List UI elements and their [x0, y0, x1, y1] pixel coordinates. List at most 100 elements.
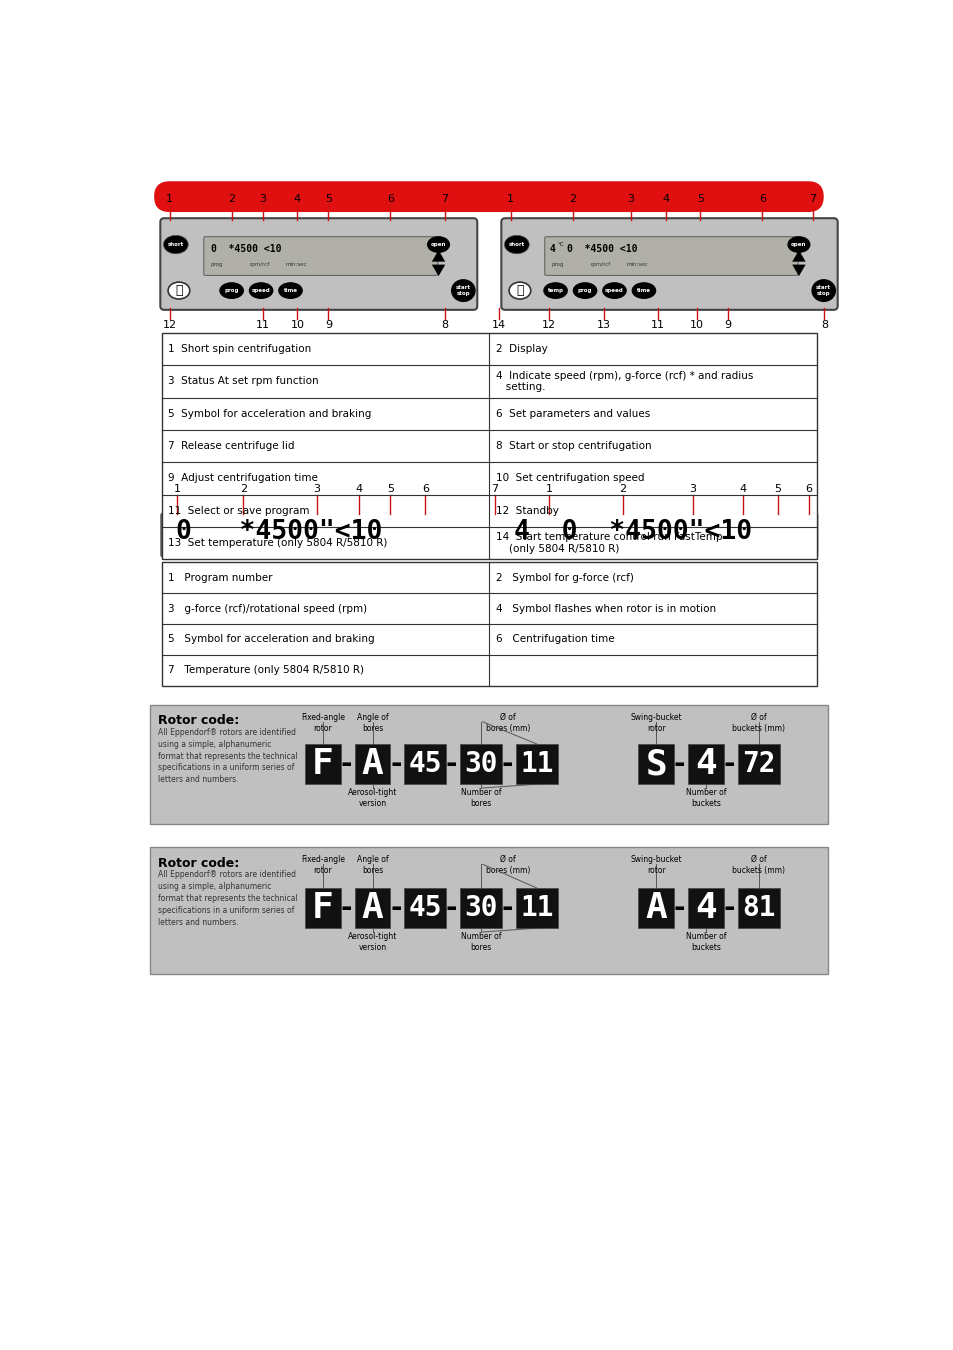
- Bar: [305, 744, 340, 784]
- Text: 12: 12: [541, 320, 556, 331]
- Text: 6: 6: [387, 194, 394, 204]
- Text: 5: 5: [325, 194, 332, 204]
- Ellipse shape: [168, 282, 190, 300]
- Text: 1  Short spin centrifugation: 1 Short spin centrifugation: [168, 344, 311, 354]
- Text: Number of
bores: Number of bores: [460, 931, 501, 952]
- Text: min:sec: min:sec: [626, 262, 648, 267]
- Text: start: start: [456, 285, 471, 290]
- Text: Number of
bores: Number of bores: [460, 788, 501, 809]
- Text: 4: 4: [355, 485, 363, 494]
- Text: prog: prog: [578, 288, 592, 293]
- Text: 7: 7: [440, 194, 448, 204]
- Ellipse shape: [811, 279, 835, 301]
- Text: 4: 4: [695, 891, 716, 925]
- Bar: [162, 333, 816, 559]
- Text: ⏻: ⏻: [516, 284, 523, 297]
- Text: 3  Status At set rpm function: 3 Status At set rpm function: [168, 377, 318, 386]
- Text: 30: 30: [464, 751, 497, 778]
- Text: 8: 8: [440, 320, 448, 331]
- Text: S: S: [645, 747, 666, 782]
- Text: 9: 9: [325, 320, 332, 331]
- Ellipse shape: [543, 284, 567, 298]
- Text: time: time: [637, 288, 650, 293]
- Text: -: -: [340, 894, 352, 922]
- Text: -: -: [340, 751, 352, 778]
- Text: All Eppendorf® rotors are identified
using a simple, alphanumeric
format that re: All Eppendorf® rotors are identified usi…: [158, 871, 297, 926]
- Text: open: open: [790, 242, 806, 247]
- Text: -: -: [673, 894, 684, 922]
- Text: 1: 1: [507, 194, 514, 204]
- Ellipse shape: [573, 284, 596, 298]
- Text: 5: 5: [387, 485, 394, 494]
- Text: 45: 45: [408, 894, 441, 922]
- Text: 4: 4: [294, 194, 301, 204]
- FancyBboxPatch shape: [204, 236, 437, 275]
- Text: 0   *4500"<10: 0 *4500"<10: [175, 518, 382, 544]
- Text: 12: 12: [162, 320, 176, 331]
- Text: Rotor code:: Rotor code:: [158, 856, 239, 869]
- Text: 10: 10: [291, 320, 304, 331]
- Text: Fixed-angle
rotor: Fixed-angle rotor: [301, 713, 345, 733]
- Text: 2  Display: 2 Display: [495, 344, 547, 354]
- Ellipse shape: [504, 235, 529, 254]
- Text: -: -: [501, 751, 513, 778]
- Text: short: short: [168, 242, 184, 247]
- Ellipse shape: [249, 284, 273, 298]
- Text: 8: 8: [821, 320, 827, 331]
- Text: F: F: [312, 747, 334, 782]
- Text: 12  Standby: 12 Standby: [495, 506, 558, 516]
- Text: -: -: [501, 894, 513, 922]
- Text: 11: 11: [255, 320, 270, 331]
- Bar: [516, 744, 558, 784]
- Text: prog: prog: [211, 262, 223, 267]
- Bar: [638, 744, 674, 784]
- Text: temp: temp: [547, 288, 563, 293]
- Text: 3: 3: [259, 194, 266, 204]
- Bar: [737, 744, 779, 784]
- Text: short: short: [508, 242, 524, 247]
- FancyBboxPatch shape: [544, 236, 798, 275]
- Text: 4  Indicate speed (rpm), g-force (rcf) * and radius
   setting.: 4 Indicate speed (rpm), g-force (rcf) * …: [495, 371, 752, 393]
- Text: 3: 3: [688, 485, 696, 494]
- Text: 4  0  *4500"<10: 4 0 *4500"<10: [514, 518, 752, 544]
- Text: 7: 7: [491, 485, 498, 494]
- FancyBboxPatch shape: [161, 513, 456, 558]
- Bar: [404, 744, 446, 784]
- Bar: [687, 744, 723, 784]
- Text: 9: 9: [723, 320, 730, 331]
- Text: 2: 2: [569, 194, 576, 204]
- Text: 0  *4500 <10: 0 *4500 <10: [211, 243, 281, 254]
- Text: 14: 14: [492, 320, 505, 331]
- Text: stop: stop: [456, 292, 470, 296]
- Ellipse shape: [509, 282, 530, 300]
- Text: 11: 11: [519, 894, 553, 922]
- Text: 5: 5: [697, 194, 703, 204]
- Text: Fixed-angle
rotor: Fixed-angle rotor: [301, 855, 345, 875]
- Text: 3: 3: [626, 194, 634, 204]
- Text: 7   Temperature (only 5804 R/5810 R): 7 Temperature (only 5804 R/5810 R): [168, 666, 364, 675]
- FancyBboxPatch shape: [154, 181, 822, 212]
- Text: 81: 81: [741, 894, 775, 922]
- Text: Rotor code:: Rotor code:: [158, 714, 239, 728]
- Text: 5: 5: [774, 485, 781, 494]
- Bar: [150, 705, 827, 825]
- Text: 11: 11: [650, 320, 664, 331]
- Text: ⏻: ⏻: [175, 284, 182, 297]
- Text: Swing-bucket
rotor: Swing-bucket rotor: [630, 855, 681, 875]
- Bar: [355, 888, 390, 929]
- FancyBboxPatch shape: [505, 513, 817, 558]
- Text: 7: 7: [808, 194, 816, 204]
- Text: 5  Symbol for acceleration and braking: 5 Symbol for acceleration and braking: [168, 409, 371, 418]
- Text: Swing-bucket
rotor: Swing-bucket rotor: [630, 713, 681, 733]
- Ellipse shape: [163, 235, 188, 254]
- Text: 2: 2: [228, 194, 235, 204]
- Text: 3   g-force (rcf)/rotational speed (rpm): 3 g-force (rcf)/rotational speed (rpm): [168, 603, 367, 614]
- Text: 6: 6: [759, 194, 765, 204]
- Text: Ø of
bores (mm): Ø of bores (mm): [486, 713, 530, 733]
- Text: -: -: [722, 751, 734, 778]
- Text: min:sec: min:sec: [286, 262, 307, 267]
- Text: 13: 13: [596, 320, 610, 331]
- Ellipse shape: [787, 236, 809, 252]
- Bar: [150, 848, 827, 975]
- Text: Ø of
buckets (mm): Ø of buckets (mm): [731, 713, 784, 733]
